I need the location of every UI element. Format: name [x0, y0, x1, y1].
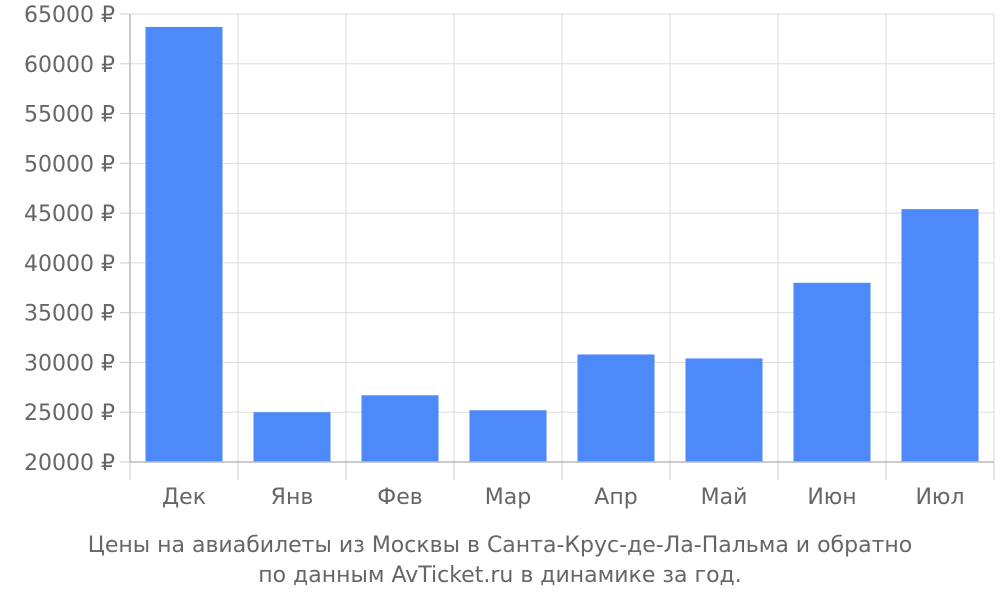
bar-7	[793, 282, 871, 462]
bar-5	[577, 354, 655, 462]
x-tick-label: Фев	[377, 485, 422, 510]
x-tick-label: Июл	[915, 485, 964, 510]
tick-labels: 20000 ₽ 25000 ₽ 30000 ₽ 35000 ₽ 40000 ₽ 45000…	[24, 3, 965, 510]
x-tick-label: Янв	[271, 485, 314, 510]
x-tick-label: Мар	[485, 485, 531, 510]
y-tick-label: 35000 ₽	[24, 302, 115, 327]
axes	[120, 13, 995, 480]
bar-6	[685, 358, 763, 462]
bars	[145, 26, 979, 462]
x-tick-label: Июн	[807, 485, 856, 510]
y-tick-label: 60000 ₽	[24, 53, 115, 78]
y-tick-label: 30000 ₽	[24, 351, 115, 376]
y-tick-label: 50000 ₽	[24, 152, 115, 177]
y-tick-label: 25000 ₽	[24, 401, 115, 426]
y-tick-label: 45000 ₽	[24, 202, 115, 227]
y-tick-label: 55000 ₽	[24, 103, 115, 128]
y-tick-label: 40000 ₽	[24, 252, 115, 277]
y-tick-label: 20000 ₽	[24, 451, 115, 476]
bar-3	[361, 395, 439, 462]
bar-8	[901, 209, 979, 462]
chart-caption-line-1: Цены на авиабилеты из Москвы в Санта-Кру…	[87, 533, 913, 558]
bar-2	[253, 412, 331, 462]
chart-caption-line-2: по данным AvTicket.ru в динамике за год.	[258, 563, 742, 588]
x-tick-label: Май	[701, 485, 748, 510]
bar-chart: 20000 ₽ 25000 ₽ 30000 ₽ 35000 ₽ 40000 ₽ 45000…	[24, 3, 995, 510]
bar-4	[469, 410, 547, 462]
x-tick-label: Дек	[162, 485, 206, 510]
bar-1	[145, 26, 223, 462]
y-tick-label: 65000 ₽	[24, 3, 115, 28]
x-tick-label: Апр	[594, 485, 637, 510]
